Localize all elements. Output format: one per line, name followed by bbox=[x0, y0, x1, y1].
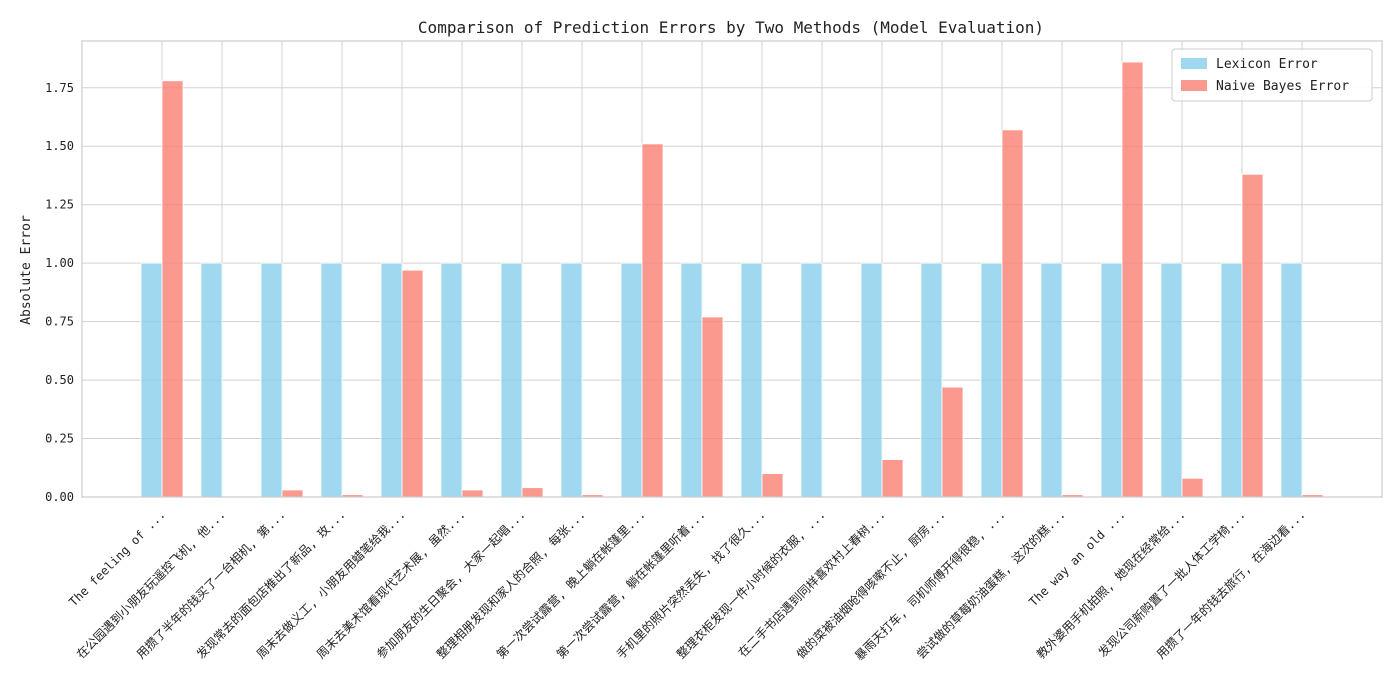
bar bbox=[461, 489, 484, 498]
legend-label: Naive Bayes Error bbox=[1216, 79, 1349, 94]
bar bbox=[920, 262, 943, 498]
y-tick-label: 1.75 bbox=[45, 81, 74, 95]
bar bbox=[260, 262, 283, 498]
legend-box bbox=[1171, 48, 1373, 102]
bar bbox=[1040, 262, 1063, 498]
legend-swatch bbox=[1181, 58, 1207, 69]
bar bbox=[560, 262, 583, 498]
bar bbox=[401, 269, 424, 498]
bar bbox=[1241, 173, 1264, 498]
bar bbox=[1220, 262, 1243, 498]
bar bbox=[860, 262, 883, 498]
bar bbox=[140, 262, 163, 498]
y-tick-label: 1.50 bbox=[45, 139, 74, 153]
chart-title: Comparison of Prediction Errors by Two M… bbox=[418, 18, 1044, 37]
bar bbox=[521, 487, 544, 498]
bar bbox=[1001, 129, 1024, 498]
bar bbox=[380, 262, 403, 498]
bar bbox=[1160, 262, 1183, 498]
plot-frame bbox=[81, 40, 1383, 498]
bar bbox=[800, 262, 823, 498]
legend: Lexicon Error Naive Bayes Error bbox=[1171, 48, 1373, 102]
bar bbox=[761, 473, 784, 498]
bar bbox=[500, 262, 523, 498]
bar bbox=[200, 262, 223, 498]
bar bbox=[641, 143, 664, 498]
bar bbox=[1181, 477, 1204, 498]
bar bbox=[620, 262, 643, 498]
bar bbox=[1121, 61, 1144, 498]
y-tick-label: 0.25 bbox=[45, 432, 74, 446]
bar bbox=[980, 262, 1003, 498]
bar bbox=[161, 80, 184, 498]
bar bbox=[881, 459, 904, 498]
legend-swatch bbox=[1181, 80, 1207, 91]
y-tick-label: 0.75 bbox=[45, 315, 74, 329]
bar bbox=[1280, 262, 1303, 498]
y-tick-label: 1.00 bbox=[45, 256, 74, 270]
y-tick-label: 0.50 bbox=[45, 373, 74, 387]
bar bbox=[740, 262, 763, 498]
y-axis-label: Absolute Error bbox=[19, 215, 34, 325]
bar bbox=[440, 262, 463, 498]
bar bbox=[701, 316, 724, 498]
bar bbox=[1100, 262, 1123, 498]
y-tick-label: 0.00 bbox=[45, 490, 74, 504]
bar bbox=[320, 262, 343, 498]
bar bbox=[281, 489, 304, 498]
bar bbox=[941, 386, 964, 498]
series-lexicon-error bbox=[140, 262, 1303, 498]
bar bbox=[680, 262, 703, 498]
y-tick-label: 1.25 bbox=[45, 198, 74, 212]
legend-label: Lexicon Error bbox=[1216, 57, 1318, 72]
